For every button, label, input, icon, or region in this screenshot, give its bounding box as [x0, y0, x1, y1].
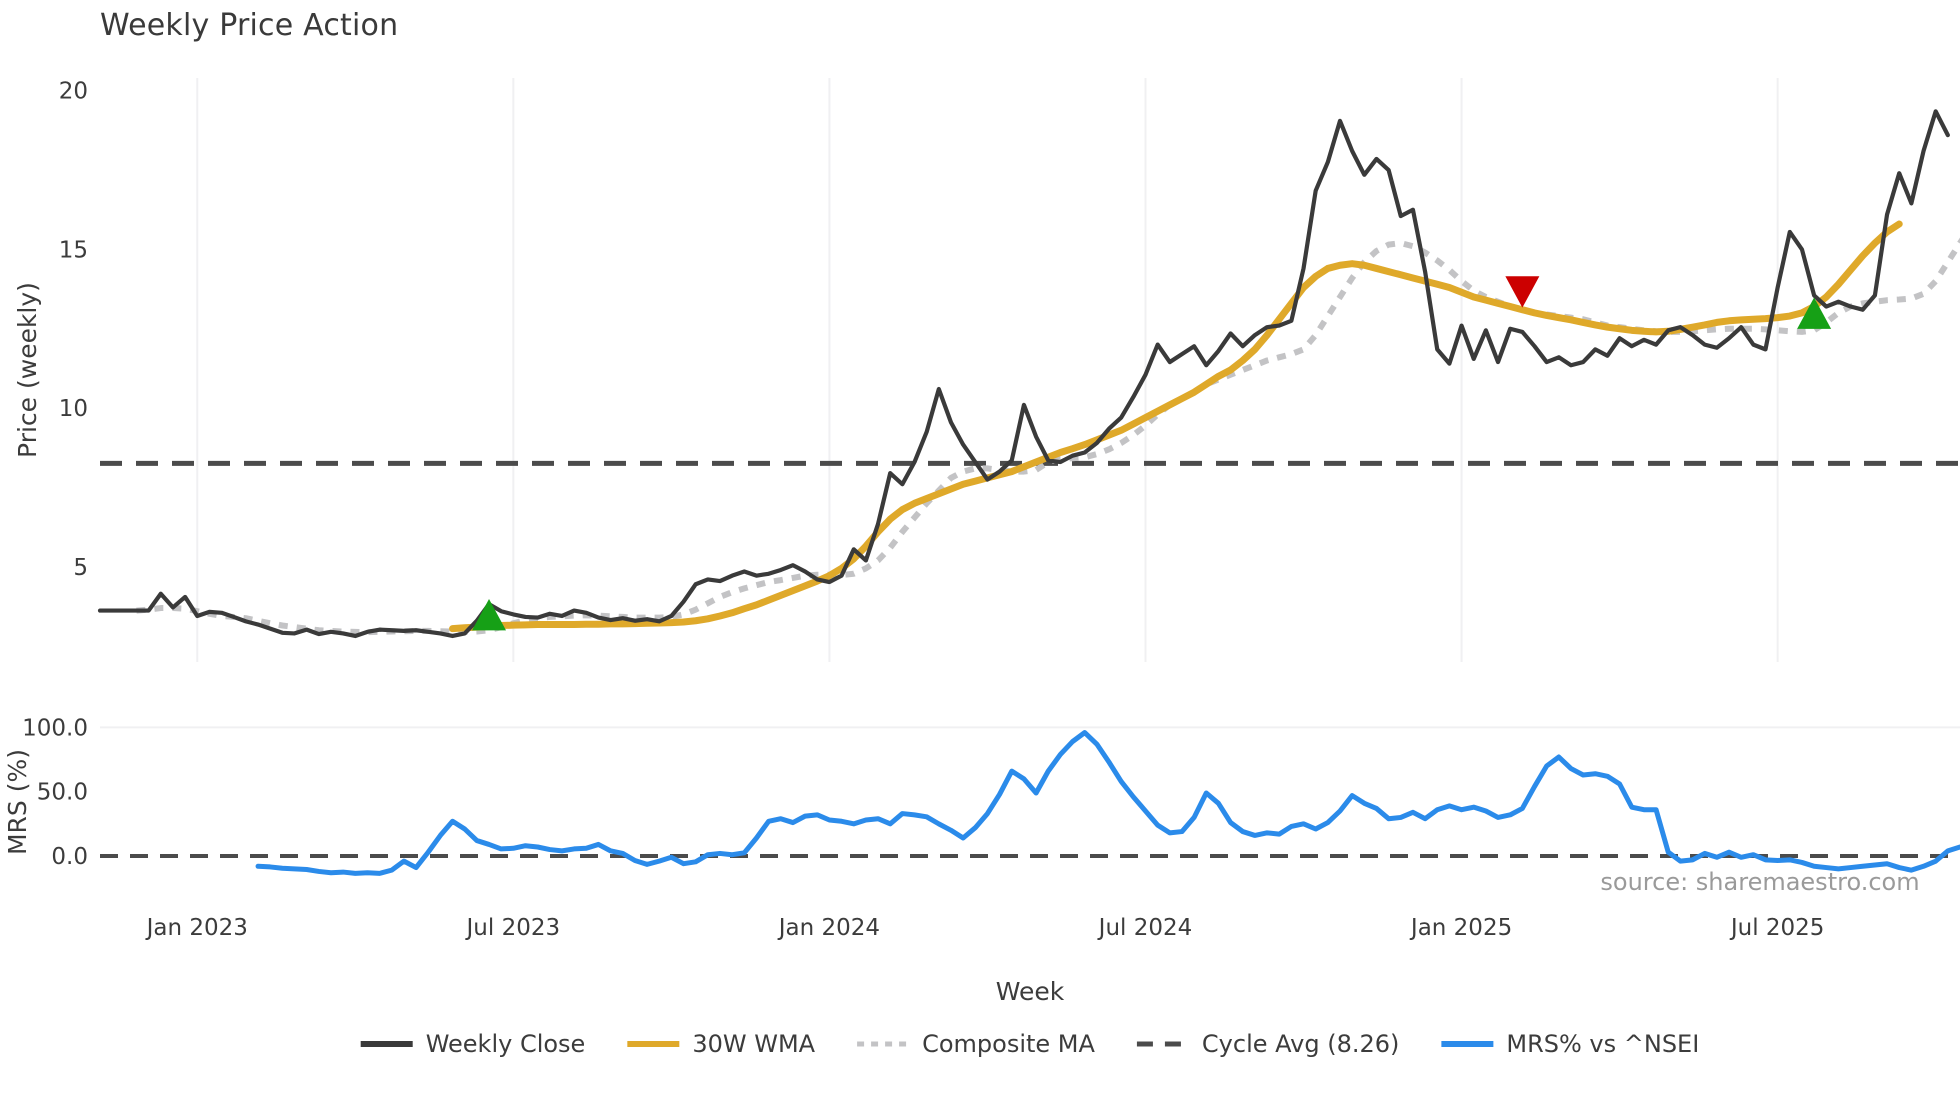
x-axis-title-text: Week — [996, 977, 1065, 1006]
source-watermark: source: sharemaestro.com — [1600, 868, 1919, 896]
mrs-ytick-2: 100.0 — [22, 715, 88, 741]
mrs-line — [255, 730, 1960, 876]
mrs-axis-title-text: MRS (%) — [3, 749, 32, 855]
xtick-3: Jul 2024 — [1097, 915, 1193, 941]
xtick-0: Jan 2023 — [145, 915, 248, 941]
xtick-5: Jul 2025 — [1729, 915, 1825, 941]
legend-mrs-label: MRS% vs ^NSEI — [1506, 1030, 1699, 1058]
legend-30w-wma-label: 30W WMA — [692, 1030, 815, 1058]
weekly-close-line — [97, 109, 1950, 639]
mrs-series-group — [100, 730, 1960, 876]
false — [1505, 276, 1540, 308]
xtick-4: Jan 2025 — [1409, 915, 1512, 941]
legend-weekly-close-label: Weekly Close — [426, 1030, 586, 1058]
mrs-ytick-0: 0.0 — [51, 844, 88, 870]
xtick-2: Jan 2024 — [777, 915, 880, 941]
false — [1797, 297, 1832, 329]
price-series-group — [97, 109, 1960, 639]
price-ytick-1: 10 — [59, 396, 88, 422]
axis-labels-group: 5 10 15 20 Price (weekly) 0.0 50.0 100.0 MRS (%)… — [3, 79, 1920, 1006]
wma-30w-line — [449, 220, 1903, 633]
mrs-ytick-1: 50.0 — [37, 780, 88, 806]
price-gridlines — [196, 78, 1779, 662]
legend-cycle-avg-label: Cycle Avg (8.26) — [1202, 1030, 1399, 1058]
composite-ma-line — [136, 237, 1960, 636]
price-ytick-0: 5 — [73, 555, 88, 581]
signal-markers-group — [472, 276, 1832, 631]
legend-group: Weekly Close 30W WMA Composite MA Cycle Avg… — [360, 1030, 1699, 1058]
price-axis-title-text: Price (weekly) — [13, 282, 42, 458]
xtick-1: Jul 2023 — [465, 915, 561, 941]
false — [472, 598, 507, 631]
price-ytick-2: 15 — [59, 237, 88, 263]
legend-composite-ma-label: Composite MA — [922, 1030, 1095, 1058]
price-ytick-3: 20 — [59, 79, 88, 105]
page-title: Weekly Price Action — [100, 8, 399, 43]
